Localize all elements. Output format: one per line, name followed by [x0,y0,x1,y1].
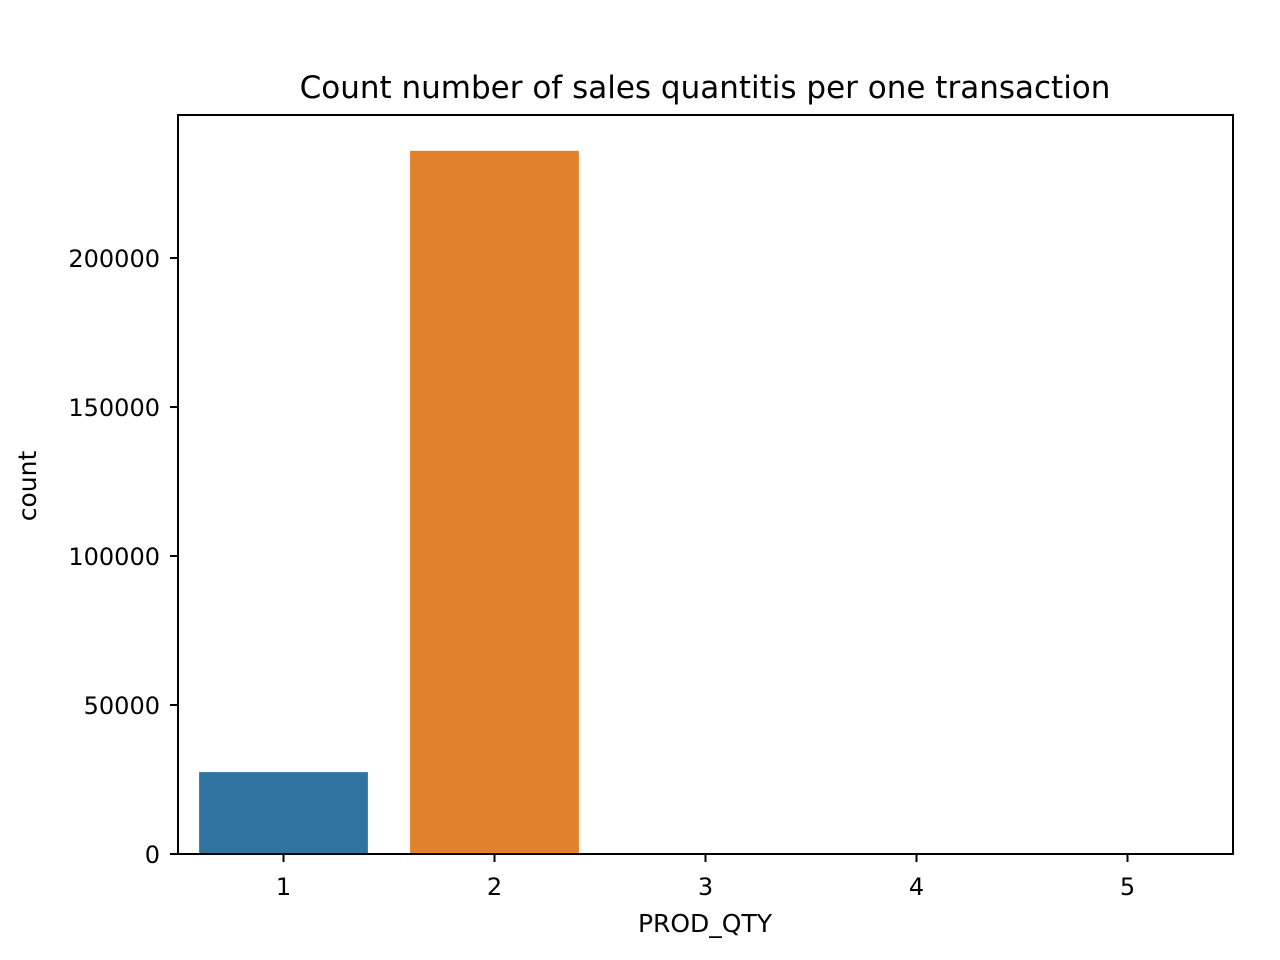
x-tick-label: 1 [276,873,291,901]
x-tick-label: 2 [487,873,502,901]
y-tick-label: 0 [145,841,160,869]
x-tick-label: 4 [909,873,924,901]
x-tick-label: 3 [698,873,713,901]
y-tick-label: 100000 [68,543,160,571]
y-axis-label: count [13,451,42,522]
y-tick-label: 50000 [84,692,160,720]
bar-2 [410,150,579,855]
x-tick-label: 5 [1120,873,1135,901]
y-axis-ticks: 0 50000 100000 150000 200000 [68,245,178,869]
y-tick-label: 200000 [68,245,160,273]
y-tick-label: 150000 [68,394,160,422]
x-axis-label: PROD_QTY [638,909,773,938]
x-axis-ticks: 1 2 3 4 5 [276,854,1135,901]
chart-title: Count number of sales quantitis per one … [300,70,1111,106]
bars-layer [199,150,579,855]
bar-1 [199,772,368,854]
